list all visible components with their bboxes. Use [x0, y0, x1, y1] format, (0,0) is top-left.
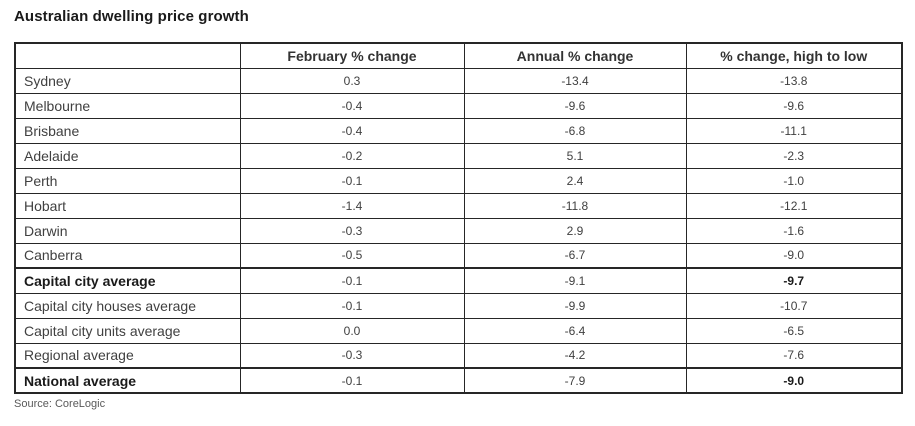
page-title: Australian dwelling price growth — [14, 8, 249, 25]
value-cell: 2.9 — [463, 217, 687, 244]
table-row: Capital city units average 0.0 -6.4 -6.5 — [14, 317, 903, 344]
value-cell: -12.1 — [685, 192, 903, 219]
value-cell: -2.3 — [685, 142, 903, 169]
row-label: Brisbane — [14, 117, 241, 144]
row-label: Regional average — [14, 342, 241, 369]
value-cell: -1.6 — [685, 217, 903, 244]
table-row: Capital city average -0.1 -9.1 -9.7 — [14, 267, 903, 294]
table-row: Darwin -0.3 2.9 -1.6 — [14, 217, 903, 244]
table-body: Sydney 0.3 -13.4 -13.8 Melbourne -0.4 -9.6 -9.6… — [14, 67, 903, 394]
row-label: Adelaide — [14, 142, 241, 169]
value-cell: -4.2 — [463, 342, 687, 369]
value-cell: -6.8 — [463, 117, 687, 144]
value-cell: -11.1 — [685, 117, 903, 144]
value-cell: -9.6 — [685, 92, 903, 119]
value-cell: -6.7 — [463, 242, 687, 269]
header-row: February % change Annual % change % chan… — [14, 42, 903, 69]
value-cell: -0.3 — [239, 342, 465, 369]
value-cell: -0.1 — [239, 367, 465, 394]
value-cell: -11.8 — [463, 192, 687, 219]
value-cell: -9.6 — [463, 92, 687, 119]
table-row: Perth -0.1 2.4 -1.0 — [14, 167, 903, 194]
value-cell: 0.0 — [239, 317, 465, 344]
dwelling-price-table: February % change Annual % change % chan… — [14, 42, 903, 394]
value-cell: -0.1 — [239, 267, 465, 294]
value-cell: 0.3 — [239, 67, 465, 94]
row-label: Darwin — [14, 217, 241, 244]
row-label: Sydney — [14, 67, 241, 94]
value-cell: -0.1 — [239, 292, 465, 319]
row-label: Perth — [14, 167, 241, 194]
header-cell-february-change: February % change — [239, 42, 465, 69]
value-cell: -13.8 — [685, 67, 903, 94]
value-cell: -0.2 — [239, 142, 465, 169]
table-row: Melbourne -0.4 -9.6 -9.6 — [14, 92, 903, 119]
header-cell-annual-change: Annual % change — [463, 42, 687, 69]
value-cell: -13.4 — [463, 67, 687, 94]
table-row: Capital city houses average -0.1 -9.9 -10.7 — [14, 292, 903, 319]
table-header: February % change Annual % change % chan… — [14, 42, 903, 69]
row-label: Hobart — [14, 192, 241, 219]
value-cell: -7.9 — [463, 367, 687, 394]
value-cell: 2.4 — [463, 167, 687, 194]
value-cell: -1.0 — [685, 167, 903, 194]
row-label: Capital city houses average — [14, 292, 241, 319]
header-cell-high-to-low-change: % change, high to low — [685, 42, 903, 69]
row-label: Canberra — [14, 242, 241, 269]
value-cell: -1.4 — [239, 192, 465, 219]
table-row: Hobart -1.4 -11.8 -12.1 — [14, 192, 903, 219]
table-row: Adelaide -0.2 5.1 -2.3 — [14, 142, 903, 169]
row-label: National average — [14, 367, 241, 394]
table-row: Sydney 0.3 -13.4 -13.8 — [14, 67, 903, 94]
row-label: Melbourne — [14, 92, 241, 119]
value-cell: -0.4 — [239, 117, 465, 144]
value-cell: -6.4 — [463, 317, 687, 344]
table-row: Canberra -0.5 -6.7 -9.0 — [14, 242, 903, 269]
value-cell: -0.5 — [239, 242, 465, 269]
value-cell: -0.1 — [239, 167, 465, 194]
row-label: Capital city units average — [14, 317, 241, 344]
value-cell: -9.0 — [685, 367, 903, 394]
header-cell-blank — [14, 42, 241, 69]
value-cell: -9.9 — [463, 292, 687, 319]
value-cell: -0.3 — [239, 217, 465, 244]
value-cell: -9.7 — [685, 267, 903, 294]
value-cell: -0.4 — [239, 92, 465, 119]
value-cell: -9.0 — [685, 242, 903, 269]
value-cell: 5.1 — [463, 142, 687, 169]
row-label: Capital city average — [14, 267, 241, 294]
value-cell: -7.6 — [685, 342, 903, 369]
value-cell: -6.5 — [685, 317, 903, 344]
value-cell: -9.1 — [463, 267, 687, 294]
source-note: Source: CoreLogic — [14, 398, 106, 410]
table-row: Brisbane -0.4 -6.8 -11.1 — [14, 117, 903, 144]
table-row: Regional average -0.3 -4.2 -7.6 — [14, 342, 903, 369]
value-cell: -10.7 — [685, 292, 903, 319]
table-row: National average -0.1 -7.9 -9.0 — [14, 367, 903, 394]
